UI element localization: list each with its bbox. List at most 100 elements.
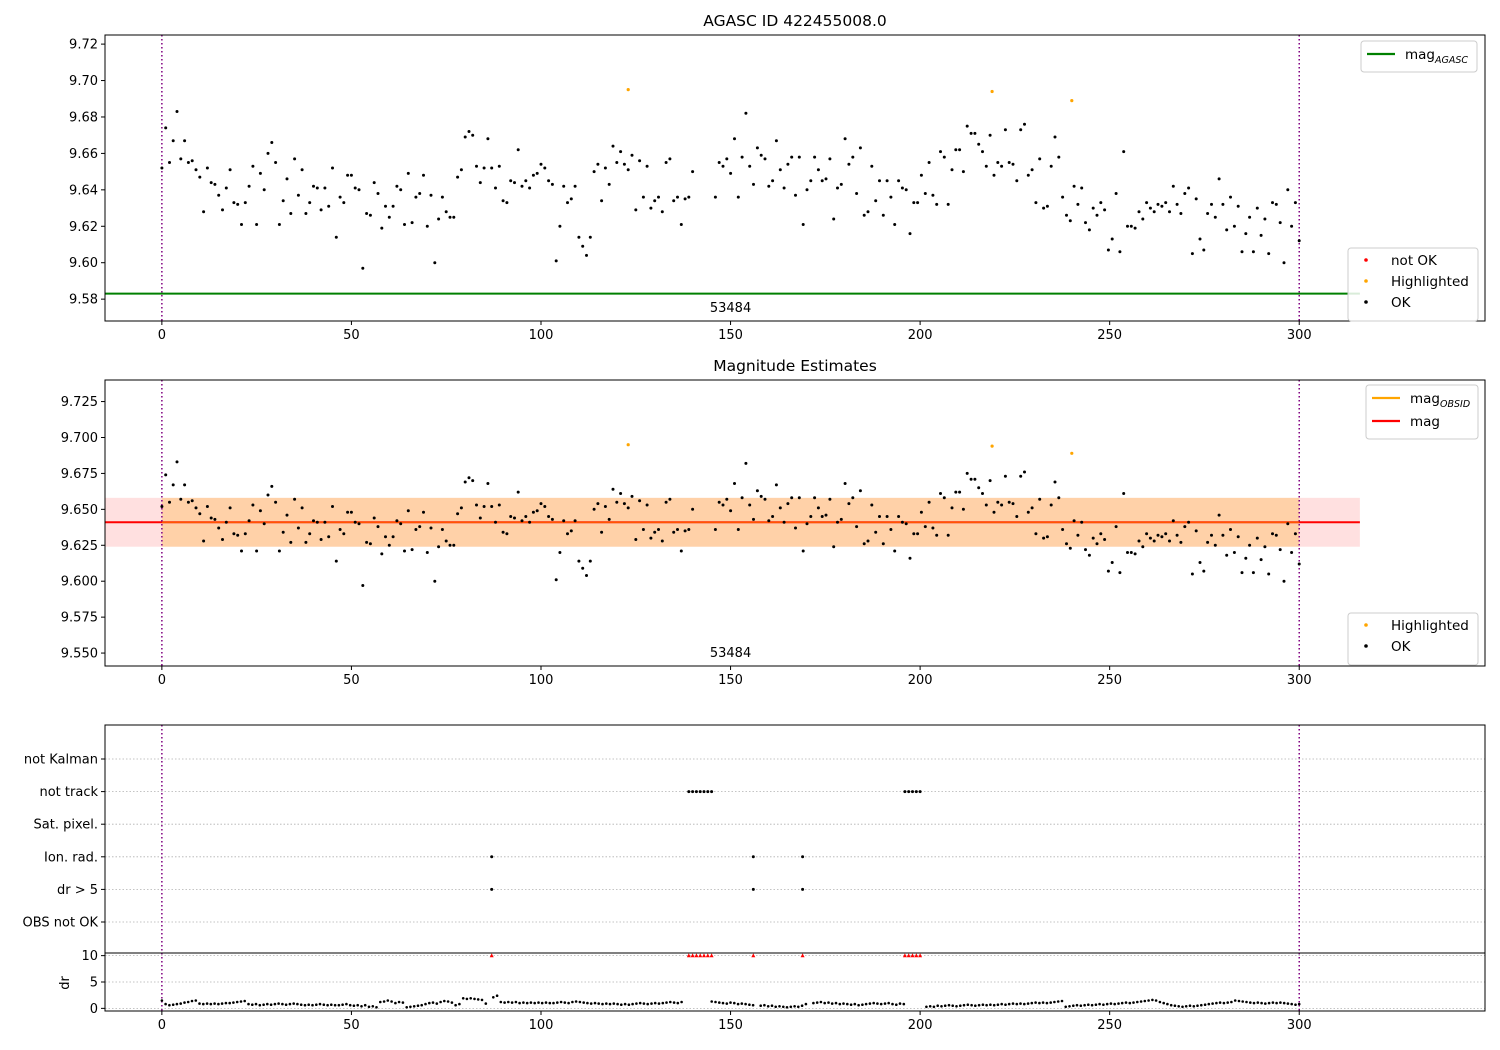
ok-point	[1255, 206, 1259, 210]
ok-point	[893, 223, 897, 226]
ok-point	[304, 212, 308, 215]
dr-point	[974, 1004, 977, 1007]
ok-point	[668, 497, 672, 501]
dr-point	[371, 1005, 375, 1008]
ok-point	[1095, 213, 1099, 217]
ok-point	[1042, 536, 1046, 540]
ok-point	[946, 533, 950, 537]
dr-point	[815, 1001, 819, 1004]
dr-point	[533, 1001, 536, 1005]
dr-point	[823, 1001, 826, 1005]
dr-point	[1154, 999, 1158, 1002]
ok-point	[1152, 210, 1156, 214]
dr-point	[1166, 1002, 1169, 1006]
ok-point	[1080, 186, 1084, 190]
ok-point	[1034, 532, 1038, 536]
ok-point	[721, 164, 725, 168]
ok-point	[908, 232, 912, 236]
ok-point	[912, 201, 916, 205]
flag-point	[801, 887, 805, 891]
dr-point	[209, 1002, 213, 1006]
ok-point	[550, 182, 554, 186]
dr-point	[269, 1003, 273, 1006]
ok-point	[1293, 532, 1297, 536]
dr-point	[638, 1001, 642, 1005]
ok-point	[847, 502, 851, 506]
dr-clipped-marker	[698, 953, 703, 958]
ok-point	[202, 210, 206, 214]
ok-point	[391, 535, 395, 539]
dr-point	[254, 1002, 258, 1006]
dr-point	[409, 1005, 412, 1009]
dr-point	[394, 1001, 397, 1005]
dr-point	[220, 1002, 224, 1005]
ok-point	[790, 155, 794, 159]
ok-point	[524, 179, 528, 183]
dr-point	[537, 1001, 540, 1004]
legend-box	[1347, 612, 1479, 666]
ok-point	[923, 525, 927, 529]
dr-point	[1215, 1001, 1218, 1005]
dr-point	[416, 1004, 420, 1007]
dr-point	[1245, 1000, 1248, 1004]
ok-point	[497, 503, 501, 507]
ok-point	[1023, 122, 1026, 126]
dr-point	[224, 1001, 228, 1005]
ok-point	[1053, 480, 1057, 484]
dr-point	[480, 998, 484, 1002]
dr-point	[1139, 1000, 1143, 1003]
ok-point	[672, 530, 676, 534]
ok-point	[509, 515, 513, 518]
ok-point	[885, 179, 889, 183]
ok-point	[996, 161, 1000, 164]
dr-point	[721, 1001, 725, 1005]
ok-point	[179, 157, 183, 161]
flag-point	[907, 790, 911, 794]
dr-clipped-marker	[918, 953, 923, 958]
ok-point	[664, 500, 668, 504]
ok-point	[672, 199, 676, 203]
ok-point	[304, 540, 308, 544]
ok-point	[520, 184, 524, 188]
ok-point	[1133, 552, 1137, 556]
ok-point	[228, 168, 232, 172]
ok-point	[1049, 503, 1053, 507]
ok-point	[387, 215, 391, 219]
dr-point	[1064, 1005, 1067, 1009]
ok-point	[357, 188, 361, 192]
dr-point	[435, 1002, 439, 1005]
dr-point	[303, 1003, 307, 1007]
ok-point	[588, 559, 592, 563]
ok-point	[813, 155, 817, 159]
ok-point	[1141, 217, 1145, 221]
dr-point	[883, 1002, 887, 1005]
ok-point	[1244, 232, 1248, 236]
highlighted-point	[1070, 99, 1074, 103]
dr-point	[725, 1002, 729, 1005]
ok-point	[1278, 548, 1282, 552]
dr-point	[635, 1002, 638, 1005]
ok-point	[1202, 248, 1206, 252]
ok-point	[308, 532, 312, 536]
dr-point	[262, 1003, 265, 1006]
highlighted-point	[626, 443, 630, 447]
ok-point	[372, 181, 376, 185]
ok-point	[1171, 519, 1175, 523]
ok-point	[592, 170, 596, 174]
dr-point	[736, 1002, 740, 1006]
x-tick-label: 250	[1097, 673, 1122, 688]
ok-point	[410, 548, 414, 552]
ok-point	[638, 499, 642, 503]
ok-point	[1019, 128, 1023, 132]
ok-point	[630, 494, 634, 498]
y-tick-label: 9.725	[61, 395, 98, 410]
ok-point	[908, 556, 912, 560]
ok-point	[277, 549, 281, 553]
ok-point	[927, 500, 931, 504]
ok-point	[1240, 250, 1244, 254]
ok-point	[221, 208, 224, 212]
dr-point	[198, 1002, 201, 1005]
ok-point	[939, 150, 942, 154]
ok-point	[919, 173, 923, 177]
dr-point	[299, 1003, 303, 1006]
